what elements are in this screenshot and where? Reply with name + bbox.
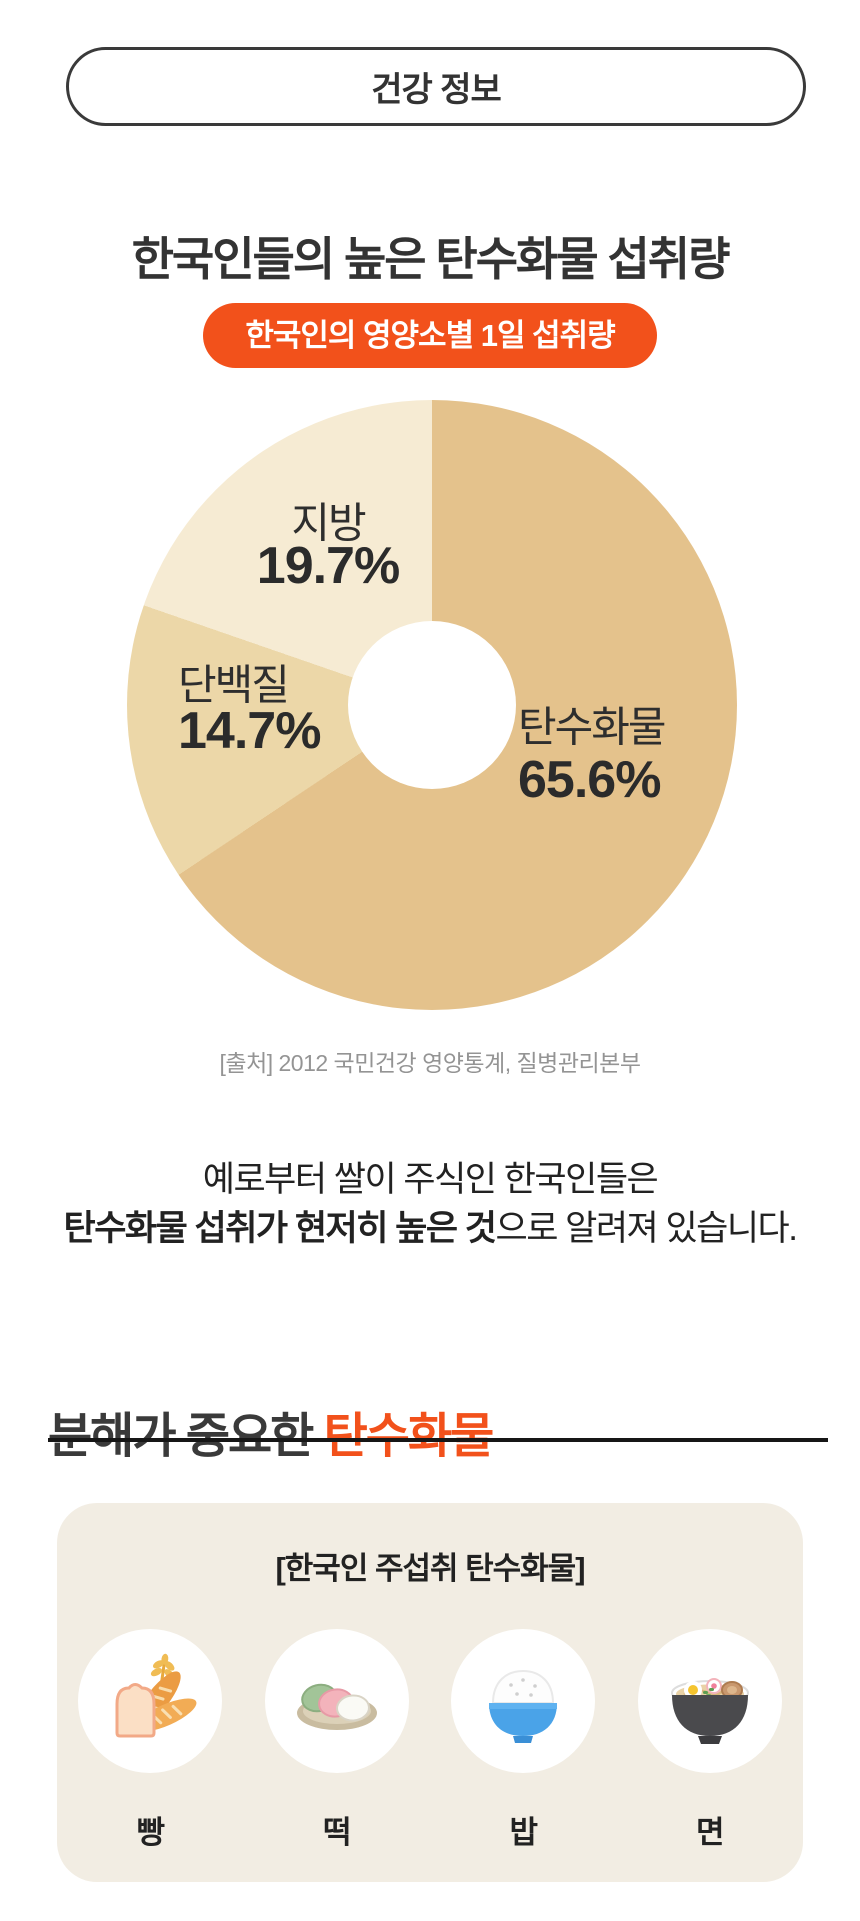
donut-hole bbox=[348, 621, 516, 789]
chart-badge-wrap: 한국인의 영양소별 1일 섭취량 bbox=[0, 303, 860, 368]
header-pill: 건강 정보 bbox=[66, 47, 806, 126]
food-label: 떡 bbox=[322, 1815, 352, 1850]
food-item-bread: 빵 bbox=[57, 1629, 243, 1852]
food-label: 빵 bbox=[136, 1815, 165, 1850]
slice-label-fat: 지방 bbox=[291, 499, 366, 547]
food-card-title: [한국인 주섭취 탄수화물] bbox=[275, 1551, 585, 1586]
description-line2-rest: 으로 알려져 있습니다. bbox=[495, 1209, 798, 1248]
chart-title-badge: 한국인의 영양소별 1일 섭취량 bbox=[203, 303, 657, 368]
food-item-ricecake: 떡 bbox=[244, 1629, 430, 1852]
slice-value-carb: 65.6% bbox=[518, 751, 661, 809]
description-line1: 예로부터 쌀이 주식인 한국인들은 bbox=[202, 1160, 659, 1199]
slice-value-fat: 19.7% bbox=[256, 537, 400, 595]
rice-bowl-icon bbox=[489, 1669, 558, 1743]
section-divider bbox=[48, 1438, 828, 1442]
header-pill-label: 건강 정보 bbox=[371, 71, 502, 109]
bread-icon bbox=[115, 1653, 197, 1738]
page-title: 한국인들의 높은 탄수화물 섭취량 bbox=[131, 232, 731, 285]
slice-value-protein: 14.7% bbox=[178, 702, 321, 760]
source-citation: [출처] 2012 국민건강 영양통계, 질병관리본부 bbox=[219, 1050, 641, 1076]
food-item-rice: 밥 bbox=[430, 1629, 616, 1852]
food-item-noodle: 면 bbox=[617, 1629, 803, 1852]
food-circle bbox=[78, 1629, 223, 1773]
noodle-bowl-icon bbox=[670, 1678, 749, 1744]
food-label: 밥 bbox=[509, 1815, 538, 1850]
food-card: [한국인 주섭취 탄수화물] bbox=[57, 1503, 803, 1882]
description-line2-bold: 탄수화물 섭취가 현저히 높은 것 bbox=[63, 1209, 498, 1248]
food-circle bbox=[451, 1629, 596, 1773]
description-paragraph: 예로부터 쌀이 주식인 한국인들은 탄수화물 섭취가 현저히 높은 것으로 알려… bbox=[0, 1155, 860, 1253]
section-title-highlight: 탄수화물 bbox=[323, 1409, 495, 1463]
food-circle bbox=[637, 1629, 782, 1773]
donut-chart-area: 지방 19.7% 단백질 14.7% 탄수화물 65.6% bbox=[127, 400, 737, 1010]
food-list: 빵 떡 bbox=[57, 1629, 803, 1852]
rice-cake-icon bbox=[296, 1683, 377, 1730]
slice-label-protein: 단백질 bbox=[178, 661, 290, 709]
food-label: 면 bbox=[695, 1815, 725, 1850]
food-circle bbox=[264, 1629, 409, 1773]
section-title-prefix: 분해가 중요한 bbox=[48, 1409, 324, 1463]
slice-label-carb: 탄수화물 bbox=[518, 703, 667, 751]
section-title: 분해가 중요한 탄수화물 bbox=[48, 1396, 828, 1466]
